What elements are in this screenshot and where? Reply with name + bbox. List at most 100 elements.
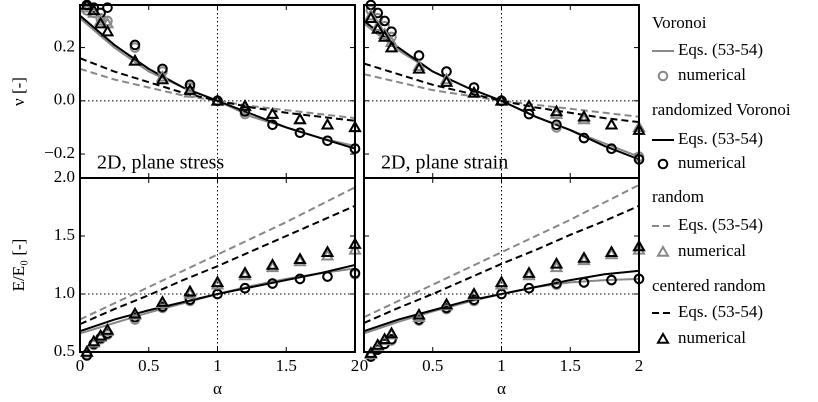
legend-marker — [657, 70, 669, 82]
series-line — [364, 204, 639, 324]
point — [606, 143, 617, 155]
point — [293, 112, 307, 125]
legend-marker — [656, 331, 670, 344]
x-tick-label: 0 — [76, 356, 85, 375]
point — [265, 257, 280, 270]
point — [267, 278, 278, 289]
point — [238, 99, 252, 111]
point — [155, 72, 170, 85]
plot-area — [364, 5, 639, 178]
point — [183, 284, 197, 297]
point — [210, 275, 225, 288]
point — [210, 277, 225, 290]
series-line — [364, 73, 639, 118]
point — [294, 127, 306, 139]
point — [294, 273, 306, 285]
annotation: 2D, plane stress — [97, 152, 224, 174]
x-tick-label: 0 — [360, 356, 369, 375]
y-axis-label: ν [-] — [9, 77, 28, 106]
x-tick-label: 1 — [497, 356, 506, 375]
point — [522, 266, 536, 278]
point — [604, 245, 619, 257]
point — [183, 286, 197, 299]
point — [80, 0, 94, 13]
point — [412, 310, 426, 322]
y-axis-label: E/E₀ [-] — [9, 239, 28, 292]
point — [549, 104, 564, 117]
point — [87, 3, 101, 16]
y-tick-label: 1.0 — [54, 283, 75, 302]
series-line — [364, 184, 639, 319]
x-tick-label: 2 — [635, 356, 644, 375]
series-line — [80, 186, 355, 321]
point — [265, 107, 280, 119]
legend-title: Voronoi — [652, 13, 707, 32]
point — [128, 306, 142, 319]
axes-frame — [79, 177, 356, 353]
point — [93, 13, 108, 26]
point — [606, 274, 617, 286]
point — [439, 72, 454, 85]
point — [364, 11, 378, 24]
point — [267, 119, 278, 131]
point — [522, 268, 536, 281]
point — [212, 288, 223, 300]
plot-area — [80, 178, 355, 352]
point — [496, 288, 507, 300]
point — [494, 277, 509, 290]
point — [93, 16, 108, 29]
point — [371, 19, 385, 32]
point — [604, 247, 619, 260]
point — [238, 268, 252, 281]
x-tick-label: 1.5 — [560, 356, 581, 375]
y-tick-label: 0.2 — [54, 36, 75, 55]
legend-label: Eqs. (53-54) — [678, 215, 763, 234]
point — [93, 328, 108, 341]
point — [128, 53, 142, 66]
series-line — [80, 204, 355, 326]
series-line — [364, 62, 639, 124]
point — [155, 295, 170, 307]
legend-label: numerical — [678, 241, 746, 260]
point — [293, 254, 307, 267]
point — [322, 271, 333, 282]
point — [467, 286, 481, 299]
point — [87, 5, 101, 18]
point — [577, 109, 591, 122]
point — [100, 24, 115, 37]
legend-title: random — [652, 187, 704, 206]
point — [155, 69, 170, 82]
legend-title: randomized Voronoi — [652, 100, 791, 119]
legend-label: numerical — [678, 65, 746, 84]
point — [371, 21, 385, 34]
point — [604, 117, 619, 130]
point — [412, 307, 426, 320]
axes-frame — [363, 177, 640, 353]
point — [87, 334, 101, 347]
point — [183, 85, 197, 98]
point — [377, 29, 392, 42]
x-axis-label: α — [213, 379, 222, 398]
point — [494, 93, 509, 106]
point — [320, 245, 335, 257]
point — [183, 83, 197, 95]
point — [210, 93, 225, 106]
x-tick-label: 2 — [351, 356, 360, 375]
point — [379, 15, 390, 27]
point — [265, 260, 280, 273]
point — [102, 2, 113, 13]
x-tick-label: 1 — [213, 356, 222, 375]
point — [551, 119, 562, 131]
y-tick-label: 1.5 — [54, 225, 75, 244]
legend-label: Eqs. (53-54) — [678, 302, 763, 321]
plot-area — [80, 5, 355, 178]
legend-title: centered random — [652, 276, 766, 295]
x-tick-label: 0.5 — [422, 356, 443, 375]
point — [522, 99, 536, 111]
y-tick-label: 2.0 — [54, 167, 75, 186]
point — [412, 61, 426, 74]
point — [549, 107, 564, 119]
point — [577, 112, 591, 125]
point — [551, 278, 562, 289]
point — [412, 59, 426, 71]
